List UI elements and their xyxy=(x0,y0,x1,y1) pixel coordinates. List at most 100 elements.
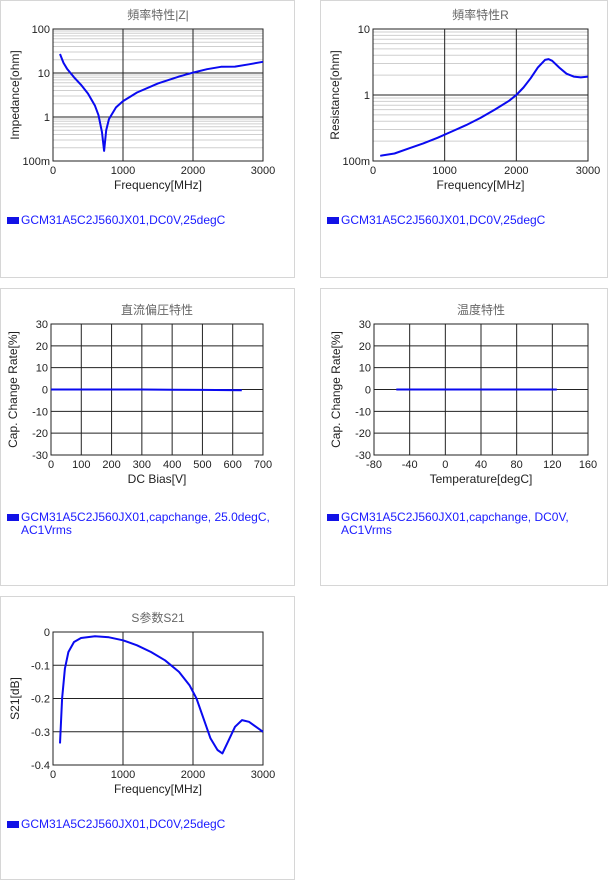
y-tick-label: 0 xyxy=(44,627,50,639)
chart-title: 温度特性 xyxy=(457,302,505,317)
y-tick-label: 30 xyxy=(36,319,48,331)
x-tick-label: 3000 xyxy=(251,165,275,177)
chart-title: 頻率特性|Z| xyxy=(127,7,189,22)
x-tick-label: 2000 xyxy=(181,165,205,177)
chart-panel-resistance: 頻率特性R 100m 1 10 0 1000 2000 3000 Frequency[MHz] R… xyxy=(320,0,608,278)
x-tick-label: -80 xyxy=(366,459,382,471)
x-tick-label: 1000 xyxy=(111,165,135,177)
legend-label: GCM31A5C2J560JX01,DC0V,25degC xyxy=(21,817,226,831)
legend-label: GCM31A5C2J560JX01,capchange, 25.0degC, A… xyxy=(21,510,270,537)
legend-swatch-icon xyxy=(7,217,19,224)
legend: GCM31A5C2J560JX01,DC0V,25degC xyxy=(7,214,225,227)
plot-border xyxy=(373,323,589,456)
x-tick-label: 0 xyxy=(442,459,448,471)
x-tick-label: 500 xyxy=(193,459,211,471)
x-tick-label: 0 xyxy=(50,769,56,781)
x-tick-label: 700 xyxy=(254,459,272,471)
legend: GCM31A5C2J560JX01,DC0V,25degC xyxy=(7,818,225,831)
x-tick-label: 80 xyxy=(511,459,523,471)
x-axis-label: DC Bias[V] xyxy=(128,472,187,486)
x-tick-label: 0 xyxy=(370,165,376,177)
x-tick-label: 1000 xyxy=(111,769,135,781)
chart-title: 直流偏圧特性 xyxy=(121,302,193,317)
y-axis-label: Resistance[ohm] xyxy=(328,50,342,139)
y-tick-label: -0.3 xyxy=(31,727,50,739)
legend: GCM31A5C2J560JX01,capchange, 25.0degC, A… xyxy=(7,511,287,537)
y-tick-label: 1 xyxy=(44,112,50,124)
plot-border xyxy=(372,28,589,162)
y-tick-label: 10 xyxy=(358,24,370,36)
x-tick-label: 40 xyxy=(475,459,487,471)
y-tick-label: 30 xyxy=(359,319,371,331)
y-tick-label: -20 xyxy=(355,428,371,440)
chart-svg: 頻率特性R 100m 1 10 0 1000 2000 3000 Frequency[MHz] R… xyxy=(328,7,600,192)
x-tick-label: 3000 xyxy=(251,769,275,781)
x-axis-label: Frequency[MHz] xyxy=(114,178,202,192)
x-tick-label: 0 xyxy=(48,459,54,471)
x-tick-label: 400 xyxy=(163,459,181,471)
y-axis-label: Cap. Change Rate[%] xyxy=(6,331,20,448)
x-tick-label: 600 xyxy=(224,459,242,471)
x-tick-label: 2000 xyxy=(504,165,528,177)
y-tick-label: -10 xyxy=(355,406,371,418)
chart-svg: 温度特性 -30 -20 -10 0 10 20 30 -80 -40 0 40 80 120 160 Tem… xyxy=(329,302,597,486)
series-line xyxy=(51,388,242,392)
y-tick-label: -0.1 xyxy=(31,660,50,672)
y-tick-label: -20 xyxy=(32,428,48,440)
x-tick-label: 1000 xyxy=(432,165,456,177)
legend-label: GCM31A5C2J560JX01,DC0V,25degC xyxy=(21,213,226,227)
chart-panel-s21: S参数S21 -0.4 -0.3 -0.2 -0.1 0 0 1000 2000 3000 Freq… xyxy=(0,596,295,880)
y-tick-label: 0 xyxy=(365,385,371,397)
y-tick-label: -30 xyxy=(32,450,48,462)
legend: GCM31A5C2J560JX01,capchange, DC0V, AC1Vr… xyxy=(327,511,597,537)
legend-swatch-icon xyxy=(7,514,19,521)
y-tick-label: -30 xyxy=(355,450,371,462)
chart-svg: S参数S21 -0.4 -0.3 -0.2 -0.1 0 0 1000 2000 3000 Freq… xyxy=(8,610,275,796)
x-axis-label: Temperature[degC] xyxy=(430,472,533,486)
legend-label: GCM31A5C2J560JX01,DC0V,25degC xyxy=(341,213,546,227)
y-tick-label: 20 xyxy=(36,341,48,353)
x-axis-label: Frequency[MHz] xyxy=(436,178,524,192)
x-tick-label: 160 xyxy=(579,459,597,471)
legend-label: GCM31A5C2J560JX01,capchange, DC0V, AC1Vr… xyxy=(341,510,569,537)
y-tick-label: 10 xyxy=(36,363,48,375)
series-line xyxy=(380,58,589,157)
x-tick-label: 300 xyxy=(133,459,151,471)
chart-panel-dc-bias: 直流偏圧特性 -30 -20 -10 0 10 20 30 0 100 200 300 400 500 60… xyxy=(0,288,295,586)
y-tick-label: -0.4 xyxy=(31,760,50,772)
y-tick-label: 10 xyxy=(38,68,50,80)
legend: GCM31A5C2J560JX01,DC0V,25degC xyxy=(327,214,545,227)
series-line xyxy=(59,53,264,152)
x-tick-label: 3000 xyxy=(576,165,600,177)
legend-swatch-icon xyxy=(327,217,339,224)
x-tick-label: 120 xyxy=(543,459,561,471)
y-axis-label: Impedance[ohm] xyxy=(8,50,22,139)
y-axis-label: S21[dB] xyxy=(8,677,22,720)
x-tick-label: 200 xyxy=(102,459,120,471)
chart-panel-impedance: 頻率特性|Z| 100m 1 10 100 0 1000 2000 3000 Frequency[… xyxy=(0,0,295,278)
plot-area xyxy=(53,29,263,161)
legend-swatch-icon xyxy=(327,514,339,521)
y-axis-label: Cap. Change Rate[%] xyxy=(329,331,343,448)
chart-panel-temperature: 温度特性 -30 -20 -10 0 10 20 30 -80 -40 0 40 80 120 160 Tem… xyxy=(320,288,608,586)
y-tick-label: 100 xyxy=(32,24,50,36)
y-tick-label: 100m xyxy=(342,156,370,168)
legend-swatch-icon xyxy=(7,821,19,828)
x-tick-label: 100 xyxy=(72,459,90,471)
y-tick-label: -0.2 xyxy=(31,694,50,706)
y-tick-label: 20 xyxy=(359,341,371,353)
chart-title: 頻率特性R xyxy=(452,7,509,22)
y-tick-label: 0 xyxy=(42,385,48,397)
y-tick-label: 100m xyxy=(22,156,50,168)
plot-border xyxy=(52,28,264,162)
y-tick-label: 10 xyxy=(359,363,371,375)
y-tick-label: 1 xyxy=(364,90,370,102)
x-axis-label: Frequency[MHz] xyxy=(114,782,202,796)
plot-border xyxy=(52,631,264,766)
series-line xyxy=(59,635,264,755)
x-tick-label: 2000 xyxy=(181,769,205,781)
x-tick-label: -40 xyxy=(402,459,418,471)
x-tick-label: 0 xyxy=(50,165,56,177)
chart-title: S参数S21 xyxy=(131,610,185,625)
